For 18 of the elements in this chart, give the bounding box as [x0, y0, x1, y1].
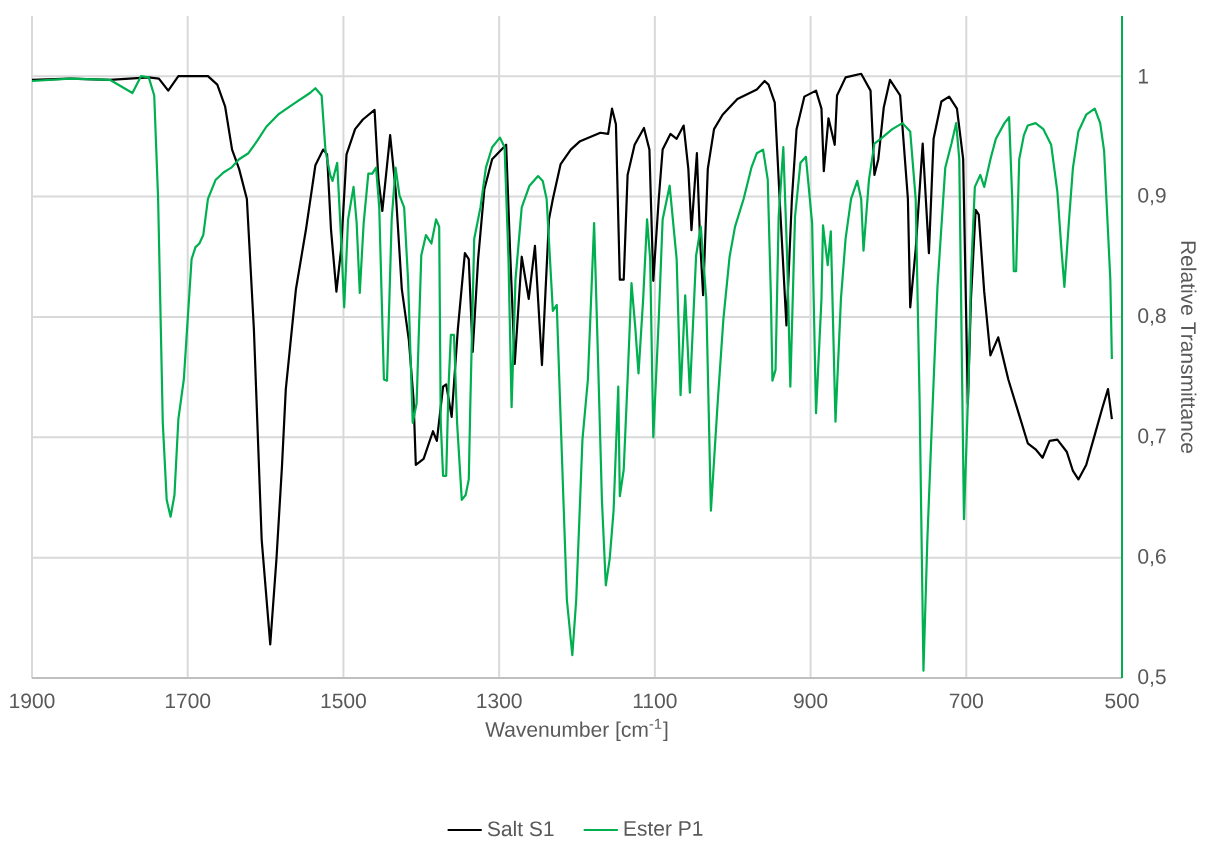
x-tick-label: 700: [949, 693, 983, 709]
x-tick-label: 1300: [477, 693, 522, 709]
y2-tick-label: 0,7: [1138, 428, 1166, 446]
x-tick-label: 1700: [165, 693, 211, 709]
y2-tick-label: 0,8: [1138, 308, 1166, 326]
y2-tick-label: 1: [1139, 68, 1149, 84]
x-tick-label: 1100: [633, 693, 677, 709]
x-axis-title: Wavenumber [cm$^{-1}$]: [485, 718, 668, 742]
legend-label: Salt S1: [487, 820, 554, 837]
y2-axis-title: Relative Transmittance: [1180, 241, 1197, 454]
x-tick-label: 900: [794, 693, 828, 709]
y2-tick-label: 0,9: [1138, 187, 1166, 206]
y2-tick-label: 0,5: [1138, 669, 1166, 687]
x-tick-label: 500: [1105, 693, 1139, 709]
y2-tick-label: 0,6: [1138, 548, 1166, 567]
x-tick-label: 1900: [10, 693, 55, 709]
legend-label: Ester P1: [624, 821, 703, 836]
x-tick-label: 1500: [321, 693, 366, 709]
